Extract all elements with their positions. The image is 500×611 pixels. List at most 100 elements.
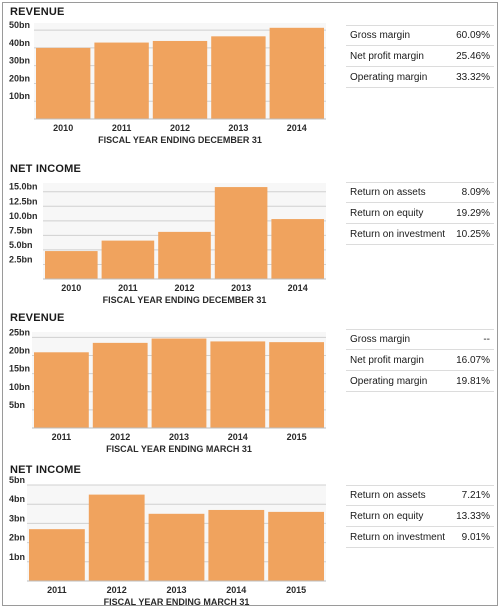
x-tick-label: 2013 [166,585,186,595]
bar-2014[interactable] [208,509,265,581]
ratio-label: Operating margin [350,71,428,83]
ratio-row: Return on equity 19.29% [346,203,494,224]
x-tick-label: 2012 [107,585,127,595]
panel-title: NET INCOME [10,464,82,476]
x-tick-label: 2013 [228,123,248,133]
y-tick-label: 5bn [9,475,25,485]
x-tick-label: 2014 [288,283,308,293]
bar-2011[interactable] [34,352,89,428]
ratio-table: Gross margin -- Net profit margin 16.07% Ope… [346,329,494,392]
bar-2013[interactable] [151,338,207,428]
x-tick-label: 2015 [287,432,307,442]
bar-2011[interactable] [101,240,155,279]
bar-2013[interactable] [214,187,268,279]
panel-2: REVENUE 5bn 10bn 15bn 20bn 25bn 2011 2012 2013 20… [6,309,496,459]
ratio-label: Return on equity [350,207,424,219]
bar-chart: 5bn 10bn 15bn 20bn 25bn 2011 2012 2013 2014 2015 F… [9,327,326,454]
x-tick-label: 2010 [61,283,81,293]
ratio-label: Return on investment [350,531,446,543]
ratio-row: Operating margin 19.81% [346,371,494,392]
bar-2013[interactable] [148,513,205,581]
x-tick-label: 2014 [228,432,248,442]
y-tick-label: 1bn [9,552,25,562]
y-tick-label: 50bn [9,20,30,30]
ratio-label: Net profit margin [350,50,424,62]
ratio-row: Return on assets 8.09% [346,182,494,203]
ratio-value: 9.01% [461,531,490,543]
bar-2015[interactable] [269,342,324,428]
x-axis-title: FISCAL YEAR ENDING MARCH 31 [104,597,250,607]
ratio-row: Return on investment 9.01% [346,527,494,548]
x-axis-title: FISCAL YEAR ENDING DECEMBER 31 [98,135,262,145]
y-tick-label: 5.0bn [9,240,33,250]
y-tick-label: 5bn [9,400,25,410]
bar-2010[interactable] [45,251,98,279]
ratio-value: -- [483,334,490,345]
bar-2012[interactable] [88,494,145,581]
x-tick-label: 2012 [170,123,190,133]
x-tick-label: 2015 [286,585,306,595]
panel-title: REVENUE [10,6,65,18]
bar-2011[interactable] [29,529,85,581]
panel-title: NET INCOME [10,163,82,175]
x-tick-label: 2014 [226,585,246,595]
y-tick-label: 2bn [9,533,25,543]
ratio-label: Return on investment [350,228,446,240]
ratio-row: Return on equity 13.33% [346,506,494,527]
ratio-row: Return on investment 10.25% [346,224,494,245]
ratio-table: Return on assets 8.09% Return on equity 19.… [346,182,494,245]
bar-2014[interactable] [271,219,324,279]
bar-chart: 10bn 20bn 30bn 40bn 50bn 2010 2011 2012 2013 2014… [9,20,326,145]
panel-1: NET INCOME 2.5bn 5.0bn 7.5bn 10.0bn 12.5bn 15.… [6,160,496,310]
x-tick-label: 2012 [110,432,130,442]
ratio-label: Return on assets [350,187,426,198]
ratio-row: Gross margin -- [346,329,494,350]
y-tick-label: 25bn [9,327,30,337]
ratio-value: 33.32% [456,71,490,83]
ratio-table: Return on assets 7.21% Return on equity 13.… [346,485,494,548]
ratio-label: Return on assets [350,490,426,501]
bar-2010[interactable] [36,47,91,120]
y-tick-label: 15bn [9,364,30,374]
y-tick-label: 10bn [9,382,30,392]
ratio-table: Gross margin 60.09% Net profit margin 25.46… [346,25,494,88]
panel-title: REVENUE [10,312,65,324]
ratio-value: 7.21% [461,490,490,501]
x-tick-label: 2011 [118,283,138,293]
y-tick-label: 2.5bn [9,254,33,264]
ratio-label: Operating margin [350,375,428,387]
bar-2012[interactable] [158,231,211,279]
bar-2011[interactable] [94,42,149,119]
y-tick-label: 10.0bn [9,211,38,221]
x-tick-label: 2013 [231,283,251,293]
y-tick-label: 20bn [9,346,30,356]
y-tick-label: 7.5bn [9,225,33,235]
ratio-value: 8.09% [461,187,490,198]
ratio-row: Gross margin 60.09% [346,25,494,46]
bar-2015[interactable] [268,511,324,581]
ratio-row: Net profit margin 25.46% [346,46,494,67]
x-tick-label: 2011 [112,123,132,133]
x-tick-label: 2011 [47,585,67,595]
ratio-value: 19.29% [456,207,490,219]
y-tick-label: 4bn [9,494,25,504]
panel-0: REVENUE 10bn 20bn 30bn 40bn 50bn 2010 2011 2012 2… [6,3,496,153]
ratio-row: Return on assets 7.21% [346,485,494,506]
ratio-value: 16.07% [456,354,490,366]
x-tick-label: 2011 [52,432,72,442]
ratio-label: Gross margin [350,334,411,345]
panel-3: NET INCOME 1bn 2bn 3bn 4bn 5bn 2011 2012 2013 201… [6,461,496,611]
bar-chart: 1bn 2bn 3bn 4bn 5bn 2011 2012 2013 2014 2015 FISCA… [9,475,326,607]
ratio-value: 60.09% [456,30,490,41]
bar-2013[interactable] [211,36,266,120]
ratio-value: 13.33% [456,510,490,522]
y-tick-label: 30bn [9,56,30,66]
bar-2012[interactable] [92,342,148,428]
bar-2012[interactable] [152,40,208,120]
bar-2014[interactable] [269,27,324,119]
ratio-value: 19.81% [456,375,490,387]
y-tick-label: 15.0bn [9,182,38,192]
bar-2014[interactable] [210,341,266,428]
ratio-value: 10.25% [456,228,490,240]
x-tick-label: 2013 [169,432,189,442]
